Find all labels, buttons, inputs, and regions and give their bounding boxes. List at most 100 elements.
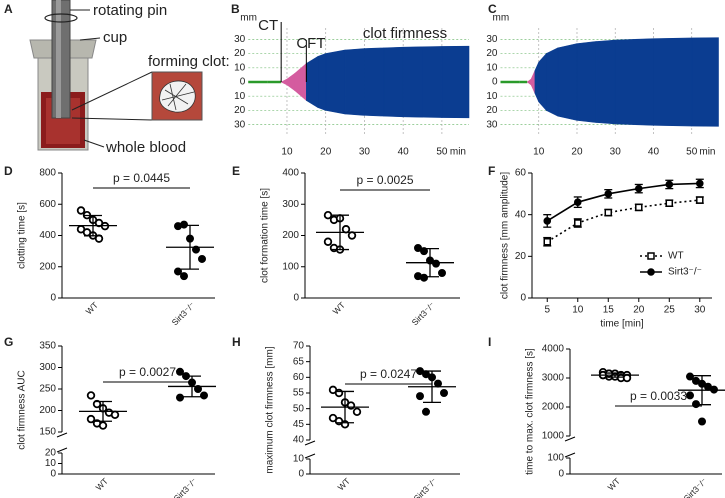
data-point	[665, 180, 674, 189]
y-tick-label: 0	[558, 469, 564, 480]
data-point	[110, 410, 120, 419]
y-tick-label: 40	[293, 435, 305, 446]
data-point	[573, 198, 582, 206]
y-tick-label: 60	[293, 372, 305, 383]
data-point	[420, 273, 428, 282]
y-tick-label: 45	[293, 419, 305, 430]
p-value: p = 0.0247	[360, 367, 417, 381]
legend-label: WT	[668, 251, 684, 262]
axis-break	[56, 432, 68, 438]
data-point	[440, 389, 448, 397]
x-tick-label: 30	[610, 147, 622, 158]
y-tick-label: 100	[547, 453, 564, 464]
panel-letter: G	[4, 335, 13, 349]
data-point	[92, 399, 102, 409]
annotation: clot firmness	[363, 25, 447, 42]
annotation: CT	[258, 17, 278, 34]
trace-area	[595, 39, 616, 125]
data-point	[346, 401, 356, 410]
trace-area	[538, 52, 547, 112]
x-tick-label: 50	[686, 147, 698, 158]
y-tick-label: 20	[234, 105, 246, 116]
data-point	[604, 208, 613, 217]
data-point	[416, 392, 424, 401]
y-tick-label: 0	[298, 469, 304, 480]
y-tick-label: 60	[515, 168, 527, 179]
y-axis-label: clotting time [s]	[17, 202, 28, 269]
x-tick-label: 10	[572, 305, 584, 316]
trace-area	[691, 37, 719, 127]
trace-area	[364, 47, 385, 117]
label: whole blood	[105, 139, 186, 156]
data-point	[86, 391, 96, 400]
data-point	[341, 225, 351, 234]
data-point	[180, 272, 188, 281]
y-tick-label: 150	[39, 427, 56, 438]
rotation-arrow	[44, 13, 78, 23]
y-tick-label: 1000	[542, 431, 565, 442]
x-tick-label: 25	[664, 305, 676, 316]
x-tick-label: 20	[571, 147, 583, 158]
leader	[79, 37, 101, 41]
data-point	[604, 190, 613, 198]
trace-area	[294, 62, 307, 102]
annotation: CFT	[296, 35, 325, 52]
x-tick-label: 15	[603, 305, 615, 316]
x-tick-label: WT	[336, 476, 352, 492]
fibrin	[161, 83, 195, 111]
x-axis-label: min	[699, 147, 715, 158]
y-tick-label: 200	[39, 261, 56, 272]
y-tick-label: 0	[240, 77, 246, 88]
panel-letter: F	[488, 164, 495, 178]
y-tick-label: 0	[520, 293, 526, 304]
trace-area	[402, 46, 423, 118]
y-tick-label: 10	[486, 91, 498, 102]
y-tick-label: 400	[282, 168, 299, 179]
x-tick-label: Sirt3⁻/⁻	[412, 476, 440, 498]
x-axis-label: min	[450, 147, 466, 158]
panel-letter: H	[232, 335, 241, 349]
data-point	[635, 203, 643, 212]
y-tick-label: 20	[515, 251, 527, 262]
leader	[71, 117, 153, 121]
x-tick-label: 10	[281, 147, 293, 158]
y-tick-label: 0	[492, 77, 498, 88]
panel-a-diagram: A rotating pin cup forming clot: whole b…	[4, 0, 230, 156]
data-point	[686, 391, 694, 400]
y-axis-label: maximum clot firmness [mm]	[265, 346, 276, 473]
trace-area	[546, 47, 559, 117]
y-axis-label: clot firmness AUC	[17, 370, 28, 449]
data-point	[176, 367, 184, 376]
panel-letter: A	[4, 2, 13, 16]
y-tick-label: 10	[486, 62, 498, 73]
y-tick-label: 30	[486, 34, 498, 45]
y-tick-label: 2000	[542, 402, 565, 413]
clot	[159, 80, 196, 113]
legend-marker	[647, 268, 655, 276]
x-tick-label: Sirt3⁻/⁻	[172, 476, 200, 498]
x-tick-label: 30	[694, 305, 706, 316]
axis-break	[564, 436, 576, 442]
trace-area	[441, 45, 470, 119]
y-axis-label: mm	[240, 13, 257, 24]
label: rotating pin	[93, 2, 167, 19]
y-tick-label: 350	[39, 341, 56, 352]
trace-area	[614, 38, 654, 126]
legend-label: Sirt3⁻/⁻	[668, 267, 702, 278]
y-tick-label: 400	[39, 230, 56, 241]
trace-area	[383, 46, 404, 118]
data-point	[634, 184, 643, 193]
data-point	[98, 421, 108, 430]
data-point	[696, 196, 704, 204]
y-tick-label: 10	[45, 458, 57, 469]
x-tick-label: 50	[436, 147, 448, 158]
x-tick-label: 30	[359, 147, 371, 158]
y-tick-label: 0	[50, 293, 56, 304]
p-value: p = 0.0445	[113, 171, 170, 185]
panel-letter: B	[231, 2, 240, 16]
y-tick-label: 20	[45, 448, 57, 459]
trace-area	[534, 61, 540, 103]
y-tick-label: 100	[282, 261, 299, 272]
y-tick-label: 30	[234, 119, 246, 130]
